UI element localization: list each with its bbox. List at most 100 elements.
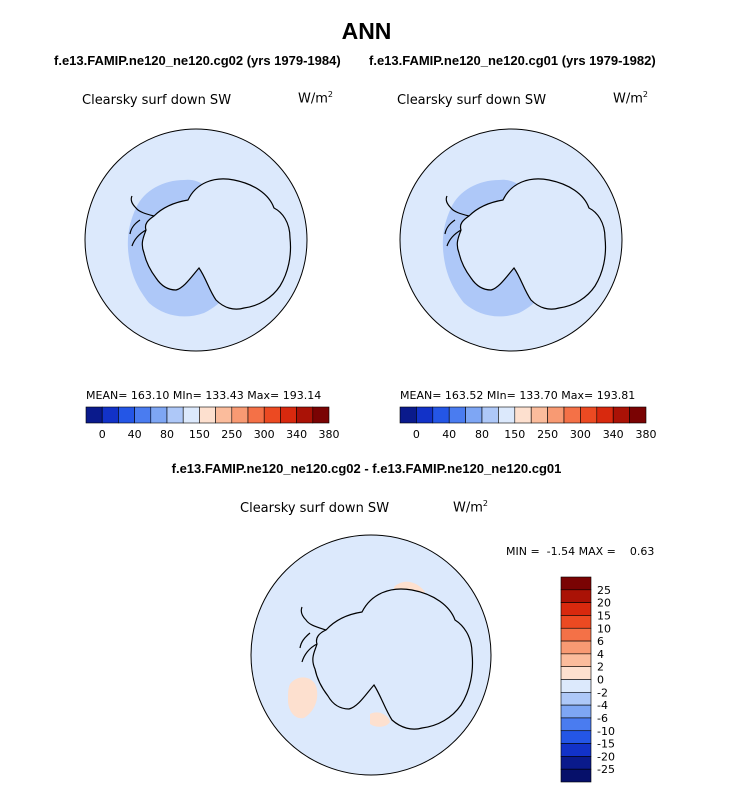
diff-colorbar-tick-label: 6 [597, 635, 604, 648]
panel1-colorbar-tick-label: 150 [189, 428, 210, 441]
diff-colorbar-tick-label: -25 [597, 763, 615, 776]
diff-colorbar-tick-label: -15 [597, 738, 615, 751]
diff-colorbar-tick-label: 4 [597, 648, 604, 661]
panel2-colorbar-box-5 [481, 406, 499, 424]
panel1-units-label: W/m2 [298, 90, 333, 107]
panel1-colorbar-box-13 [296, 406, 314, 424]
panel2-colorbar-box-14 [629, 406, 647, 424]
panel1-colorbar-tick-label: 380 [319, 428, 340, 441]
diff-colorbar-box-8 [560, 679, 592, 693]
diff-colorbar-tick-label: 10 [597, 622, 611, 635]
panel1-colorbar-box-1 [101, 406, 119, 424]
diff-colorbar-tick-label: -2 [597, 686, 608, 699]
panel1-stats: MEAN= 163.10 MIn= 133.43 Max= 193.14 [86, 389, 322, 402]
panel1-colorbar-tick-label: 0 [99, 428, 106, 441]
diff-colorbar-box-10 [560, 704, 592, 719]
panel1-peninsula [129, 195, 155, 247]
panel2-colorbar-tick-label: 0 [413, 428, 420, 441]
panel2-colorbar-box-3 [448, 406, 466, 424]
panel1-colorbar-box-8 [215, 406, 233, 424]
case1-title: f.e13.FAMIP.ne120_ne120.cg02 (yrs 1979-1… [54, 53, 341, 68]
diff-colorbar-box-5 [560, 640, 592, 655]
diff-colorbar-box-15 [560, 768, 592, 783]
panel1-colorbar-box-6 [182, 406, 200, 424]
diff-peninsula [299, 606, 327, 663]
panel2-colorbar-box-11 [580, 406, 598, 424]
panel2-colorbar-tick-label: 380 [636, 428, 657, 441]
panel1-variable-label: Clearsky surf down SW [82, 93, 232, 108]
diff-colorbar-box-13 [560, 743, 592, 757]
panel2-colorbar-box-4 [465, 406, 483, 424]
diff-colorbar-box-4 [560, 627, 592, 642]
diff-antarctica-coastline [312, 588, 474, 730]
diff-colorbar-box-9 [560, 692, 592, 706]
diff-colorbar-box-3 [560, 615, 592, 629]
panel2-colorbar-box-2 [432, 406, 450, 424]
panel1-colorbar-box-3 [134, 406, 152, 424]
panel2-antarctica-coastline [456, 178, 607, 310]
panel2-peninsula [444, 195, 470, 247]
diff-title: f.e13.FAMIP.ne120_ne120.cg02 - f.e13.FAM… [171, 461, 562, 476]
panel1-colorbar-box-2 [118, 406, 135, 424]
panel2-colorbar-tick-label: 150 [504, 428, 525, 441]
panel2-colorbar-tick-label: 80 [475, 428, 489, 441]
panel1-colorbar-tick-label: 80 [160, 428, 174, 441]
diff-colorbar-tick-label: -6 [597, 712, 608, 725]
diff-colorbar-tick-label: 0 [597, 674, 604, 687]
panel1-colorbar-box-12 [280, 406, 297, 424]
diff-colorbar-box-7 [560, 666, 592, 680]
panel2-colorbar-box-0 [399, 406, 417, 424]
diff-colorbar-tick-label: 25 [597, 584, 611, 597]
panel1-colorbar-tick-label: 40 [128, 428, 142, 441]
panel2-colorbar-box-13 [612, 406, 630, 424]
diff-colorbar-tick-label: -4 [597, 699, 608, 712]
panel1-colorbar-box-7 [199, 406, 216, 424]
panel2-variable-label: Clearsky surf down SW [397, 93, 547, 108]
diff-colorbar-tick-label: 2 [597, 661, 604, 674]
main-title: ANN [341, 18, 392, 44]
diff-colorbar-tick-label: 20 [597, 597, 611, 610]
panel2-colorbar: 0 40 80 150 250 300 340 380 [399, 406, 657, 441]
panel1-colorbar-box-14 [312, 406, 330, 424]
diff-polar-map [250, 534, 492, 776]
diff-positive-patch-west [288, 677, 318, 719]
panel1-colorbar-box-9 [231, 406, 249, 424]
panel2-colorbar-tick-label: 300 [570, 428, 591, 441]
panel2-colorbar-box-10 [563, 406, 581, 424]
diff-colorbar-box-1 [560, 589, 592, 603]
panel2-colorbar-tick-label: 40 [442, 428, 456, 441]
panel1-colorbar-tick-label: 300 [254, 428, 275, 441]
panel1-colorbar-box-10 [247, 406, 265, 424]
diff-colorbar-box-11 [560, 717, 592, 732]
diff-colorbar-box-0 [560, 576, 592, 591]
diff-positive-patch-south [370, 712, 390, 727]
panel2-colorbar-box-9 [547, 406, 565, 424]
panel2-colorbar-tick-label: 340 [603, 428, 624, 441]
panel1-colorbar-tick-label: 250 [221, 428, 242, 441]
diff-colorbar-tick-label: 15 [597, 609, 611, 622]
panel1-colorbar-box-4 [150, 406, 168, 424]
diff-minmax: MIN = -1.54 MAX = 0.63 [506, 545, 655, 558]
diff-colorbar-box-12 [560, 730, 592, 744]
panel1-colorbar-box-0 [85, 406, 103, 424]
panel2-stats: MEAN= 163.52 MIn= 133.70 Max= 193.81 [400, 389, 636, 402]
panel1-antarctica-coastline [141, 178, 292, 310]
diff-colorbar-box-6 [560, 653, 592, 667]
diff-variable-label: Clearsky surf down SW [240, 501, 390, 516]
panel2-colorbar-box-1 [416, 406, 434, 424]
panel2-polar-map [399, 128, 623, 352]
diff-colorbar-tick-label: -10 [597, 725, 615, 738]
panel1-colorbar-box-11 [263, 406, 281, 424]
panel1-colorbar: 0 40 80 150 250 300 340 380 [85, 406, 340, 441]
diff-colorbar-box-14 [560, 756, 592, 770]
panel1-polar-map [84, 128, 308, 352]
panel2-colorbar-box-6 [498, 406, 516, 424]
case2-title: f.e13.FAMIP.ne120_ne120.cg01 (yrs 1979-1… [369, 53, 656, 68]
diff-colorbar-tick-label: -20 [597, 750, 615, 763]
panel2-colorbar-box-12 [596, 406, 614, 424]
panel1-colorbar-tick-label: 340 [286, 428, 307, 441]
panel2-colorbar-tick-label: 250 [537, 428, 558, 441]
diff-units-label: W/m2 [453, 499, 488, 516]
panel2-colorbar-box-8 [530, 406, 548, 424]
